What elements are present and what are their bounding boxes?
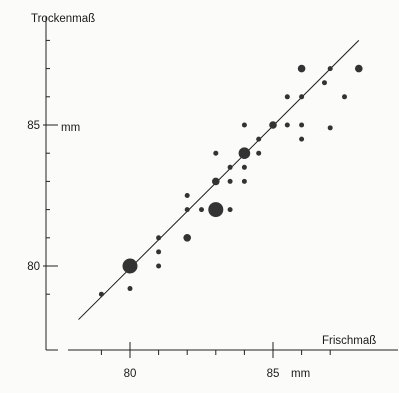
data-point [184,193,190,198]
data-point [156,263,162,269]
data-point [284,122,290,128]
data-point [342,94,347,100]
data-point [208,202,224,218]
data-point [199,207,204,213]
y-axis-unit: mm [61,122,80,134]
data-point [241,178,247,184]
data-point [156,235,162,241]
data-point [327,125,333,131]
data-point [299,94,305,100]
data-point [98,291,104,297]
y-tick-label: 80 [27,261,40,273]
data-point [297,64,306,73]
data-point [321,80,327,86]
data-point [299,136,305,142]
data-point [156,249,162,255]
data-point [355,64,363,73]
data-point [327,66,333,72]
data-points [98,64,363,297]
x-axis-unit: mm [291,368,310,380]
data-point [213,150,219,156]
data-point [299,122,305,128]
data-point [227,207,233,213]
x-tick-label: 85 [267,368,280,380]
data-point [184,207,190,213]
data-point [212,177,220,186]
x-tick-label: 80 [124,368,137,380]
y-axis-title: Trockenmaß [31,13,95,25]
data-point [238,147,251,159]
data-point [227,178,233,184]
tick-labels: 80 85 80 85 [27,120,279,380]
data-point [241,164,247,170]
data-point [284,94,290,100]
data-point [127,286,133,292]
data-point [183,234,191,242]
x-axis-title: Frischmaß [322,335,376,347]
tick-marks [43,39,331,358]
data-point [241,122,247,128]
data-point [256,136,262,142]
data-point [269,121,277,129]
data-point [256,150,262,156]
y-tick-label: 85 [27,120,40,132]
data-point [122,258,138,274]
data-point [227,164,233,170]
